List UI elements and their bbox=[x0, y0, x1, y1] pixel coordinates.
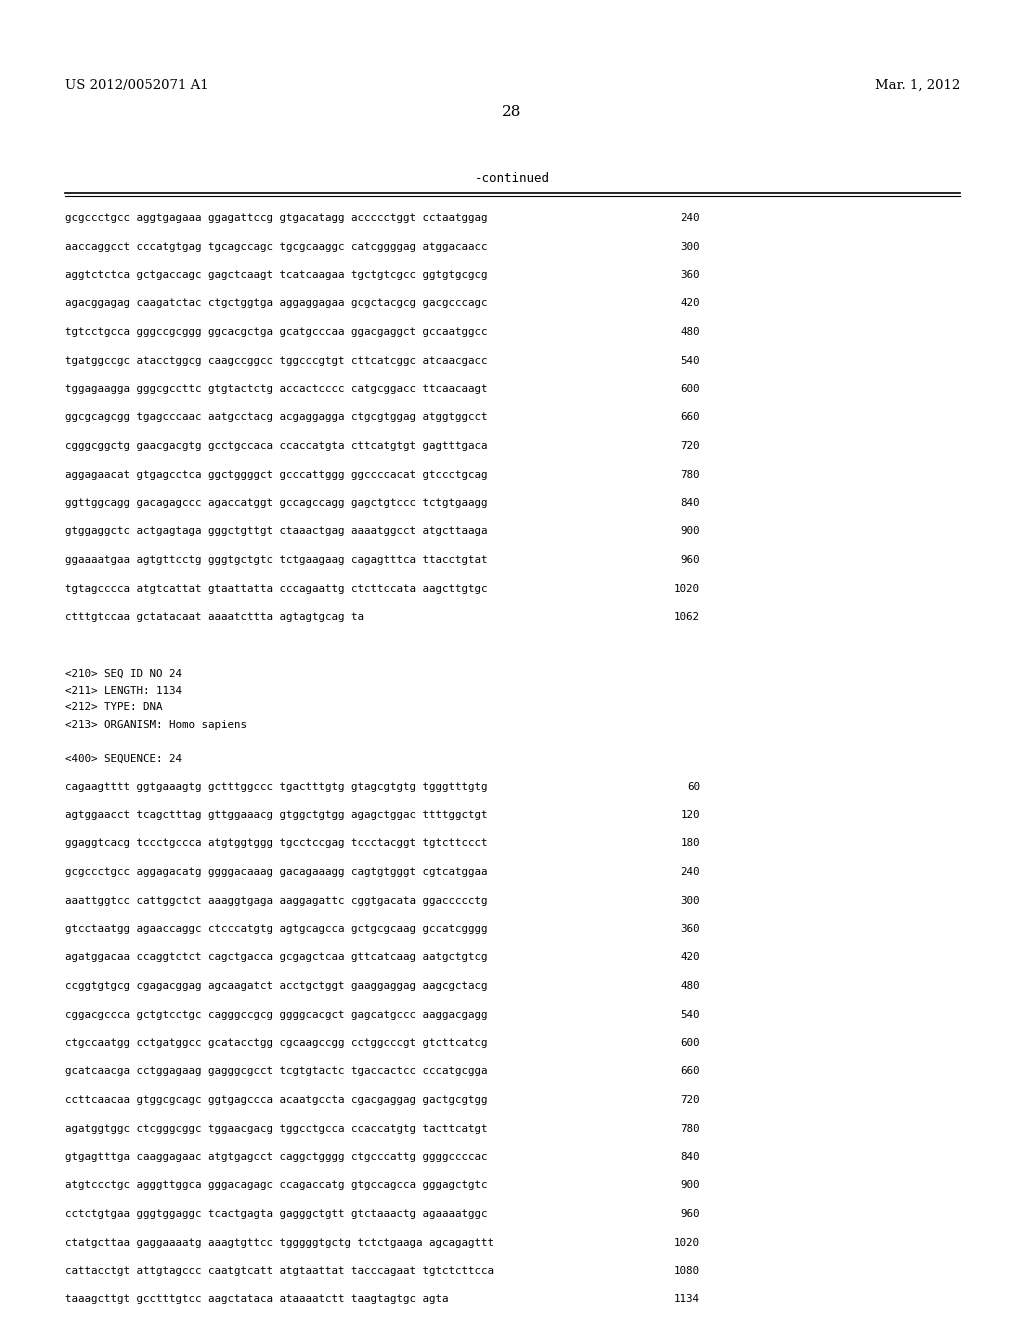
Text: 600: 600 bbox=[681, 384, 700, 393]
Text: agatggtggc ctcgggcggc tggaacgacg tggcctgcca ccaccatgtg tacttcatgt: agatggtggc ctcgggcggc tggaacgacg tggcctg… bbox=[65, 1123, 487, 1134]
Text: ggaaaatgaa agtgttcctg gggtgctgtc tctgaagaag cagagtttca ttacctgtat: ggaaaatgaa agtgttcctg gggtgctgtc tctgaag… bbox=[65, 554, 487, 565]
Text: 660: 660 bbox=[681, 412, 700, 422]
Text: agtggaacct tcagctttag gttggaaacg gtggctgtgg agagctggac ttttggctgt: agtggaacct tcagctttag gttggaaacg gtggctg… bbox=[65, 810, 487, 820]
Text: 1134: 1134 bbox=[674, 1295, 700, 1304]
Text: gcatcaacga cctggagaag gagggcgcct tcgtgtactc tgaccactcc cccatgcgga: gcatcaacga cctggagaag gagggcgcct tcgtgta… bbox=[65, 1067, 487, 1077]
Text: gtcctaatgg agaaccaggc ctcccatgtg agtgcagcca gctgcgcaag gccatcgggg: gtcctaatgg agaaccaggc ctcccatgtg agtgcag… bbox=[65, 924, 487, 935]
Text: ctttgtccaa gctatacaat aaaatcttta agtagtgcag ta: ctttgtccaa gctatacaat aaaatcttta agtagtg… bbox=[65, 612, 364, 622]
Text: 480: 480 bbox=[681, 327, 700, 337]
Text: 360: 360 bbox=[681, 271, 700, 280]
Text: cagaagtttt ggtgaaagtg gctttggccc tgactttgtg gtagcgtgtg tgggtttgtg: cagaagtttt ggtgaaagtg gctttggccc tgacttt… bbox=[65, 781, 487, 792]
Text: ggaggtcacg tccctgccca atgtggtggg tgcctccgag tccctacggt tgtcttccct: ggaggtcacg tccctgccca atgtggtggg tgcctcc… bbox=[65, 838, 487, 849]
Text: 600: 600 bbox=[681, 1038, 700, 1048]
Text: 540: 540 bbox=[681, 1010, 700, 1019]
Text: ctatgcttaa gaggaaaatg aaagtgttcc tgggggtgctg tctctgaaga agcagagttt: ctatgcttaa gaggaaaatg aaagtgttcc tgggggt… bbox=[65, 1238, 494, 1247]
Text: 120: 120 bbox=[681, 810, 700, 820]
Text: aggagaacat gtgagcctca ggctggggct gcccattggg ggccccacat gtccctgcag: aggagaacat gtgagcctca ggctggggct gcccatt… bbox=[65, 470, 487, 479]
Text: <213> ORGANISM: Homo sapiens: <213> ORGANISM: Homo sapiens bbox=[65, 719, 247, 730]
Text: gtggaggctc actgagtaga gggctgttgt ctaaactgag aaaatggcct atgcttaaga: gtggaggctc actgagtaga gggctgttgt ctaaact… bbox=[65, 527, 487, 536]
Text: 480: 480 bbox=[681, 981, 700, 991]
Text: 780: 780 bbox=[681, 1123, 700, 1134]
Text: 720: 720 bbox=[681, 441, 700, 451]
Text: 60: 60 bbox=[687, 781, 700, 792]
Text: 420: 420 bbox=[681, 953, 700, 962]
Text: 300: 300 bbox=[681, 895, 700, 906]
Text: 780: 780 bbox=[681, 470, 700, 479]
Text: gtgagtttga caaggagaac atgtgagcct caggctgggg ctgcccattg ggggccccac: gtgagtttga caaggagaac atgtgagcct caggctg… bbox=[65, 1152, 487, 1162]
Text: 300: 300 bbox=[681, 242, 700, 252]
Text: US 2012/0052071 A1: US 2012/0052071 A1 bbox=[65, 78, 209, 91]
Text: -continued: -continued bbox=[474, 172, 550, 185]
Text: 360: 360 bbox=[681, 924, 700, 935]
Text: <212> TYPE: DNA: <212> TYPE: DNA bbox=[65, 702, 163, 713]
Text: Mar. 1, 2012: Mar. 1, 2012 bbox=[874, 78, 961, 91]
Text: ggttggcagg gacagagccc agaccatggt gccagccagg gagctgtccc tctgtgaagg: ggttggcagg gacagagccc agaccatggt gccagcc… bbox=[65, 498, 487, 508]
Text: 1062: 1062 bbox=[674, 612, 700, 622]
Text: 720: 720 bbox=[681, 1096, 700, 1105]
Text: cggacgccca gctgtcctgc cagggccgcg ggggcacgct gagcatgccc aaggacgagg: cggacgccca gctgtcctgc cagggccgcg ggggcac… bbox=[65, 1010, 487, 1019]
Text: 240: 240 bbox=[681, 213, 700, 223]
Text: 1020: 1020 bbox=[674, 1238, 700, 1247]
Text: tggagaagga gggcgccttc gtgtactctg accactcccc catgcggacc ttcaacaagt: tggagaagga gggcgccttc gtgtactctg accactc… bbox=[65, 384, 487, 393]
Text: 900: 900 bbox=[681, 1180, 700, 1191]
Text: aggtctctca gctgaccagc gagctcaagt tcatcaagaa tgctgtcgcc ggtgtgcgcg: aggtctctca gctgaccagc gagctcaagt tcatcaa… bbox=[65, 271, 487, 280]
Text: ggcgcagcgg tgagcccaac aatgcctacg acgaggagga ctgcgtggag atggtggcct: ggcgcagcgg tgagcccaac aatgcctacg acgagga… bbox=[65, 412, 487, 422]
Text: 180: 180 bbox=[681, 838, 700, 849]
Text: 240: 240 bbox=[681, 867, 700, 876]
Text: gcgccctgcc aggagacatg ggggacaaag gacagaaagg cagtgtgggt cgtcatggaa: gcgccctgcc aggagacatg ggggacaaag gacagaa… bbox=[65, 867, 487, 876]
Text: agatggacaa ccaggtctct cagctgacca gcgagctcaa gttcatcaag aatgctgtcg: agatggacaa ccaggtctct cagctgacca gcgagct… bbox=[65, 953, 487, 962]
Text: cctctgtgaa gggtggaggc tcactgagta gagggctgtt gtctaaactg agaaaatggc: cctctgtgaa gggtggaggc tcactgagta gagggct… bbox=[65, 1209, 487, 1218]
Text: 1020: 1020 bbox=[674, 583, 700, 594]
Text: ctgccaatgg cctgatggcc gcatacctgg cgcaagccgg cctggcccgt gtcttcatcg: ctgccaatgg cctgatggcc gcatacctgg cgcaagc… bbox=[65, 1038, 487, 1048]
Text: 960: 960 bbox=[681, 554, 700, 565]
Text: 540: 540 bbox=[681, 355, 700, 366]
Text: 840: 840 bbox=[681, 1152, 700, 1162]
Text: tgatggccgc atacctggcg caagccggcc tggcccgtgt cttcatcggc atcaacgacc: tgatggccgc atacctggcg caagccggcc tggcccg… bbox=[65, 355, 487, 366]
Text: ccttcaacaa gtggcgcagc ggtgagccca acaatgccta cgacgaggag gactgcgtgg: ccttcaacaa gtggcgcagc ggtgagccca acaatgc… bbox=[65, 1096, 487, 1105]
Text: atgtccctgc agggttggca gggacagagc ccagaccatg gtgccagcca gggagctgtc: atgtccctgc agggttggca gggacagagc ccagacc… bbox=[65, 1180, 487, 1191]
Text: 900: 900 bbox=[681, 527, 700, 536]
Text: 960: 960 bbox=[681, 1209, 700, 1218]
Text: tgtagcccca atgtcattat gtaattatta cccagaattg ctcttccata aagcttgtgc: tgtagcccca atgtcattat gtaattatta cccagaa… bbox=[65, 583, 487, 594]
Text: cgggcggctg gaacgacgtg gcctgccaca ccaccatgta cttcatgtgt gagtttgaca: cgggcggctg gaacgacgtg gcctgccaca ccaccat… bbox=[65, 441, 487, 451]
Text: <400> SEQUENCE: 24: <400> SEQUENCE: 24 bbox=[65, 754, 182, 763]
Text: aaccaggcct cccatgtgag tgcagccagc tgcgcaaggc catcggggag atggacaacc: aaccaggcct cccatgtgag tgcagccagc tgcgcaa… bbox=[65, 242, 487, 252]
Text: gcgccctgcc aggtgagaaa ggagattccg gtgacatagg accccctggt cctaatggag: gcgccctgcc aggtgagaaa ggagattccg gtgacat… bbox=[65, 213, 487, 223]
Text: cattacctgt attgtagccc caatgtcatt atgtaattat tacccagaat tgtctcttcca: cattacctgt attgtagccc caatgtcatt atgtaat… bbox=[65, 1266, 494, 1276]
Text: taaagcttgt gcctttgtcc aagctataca ataaaatctt taagtagtgc agta: taaagcttgt gcctttgtcc aagctataca ataaaat… bbox=[65, 1295, 449, 1304]
Text: agacggagag caagatctac ctgctggtga aggaggagaa gcgctacgcg gacgcccagc: agacggagag caagatctac ctgctggtga aggagga… bbox=[65, 298, 487, 309]
Text: 840: 840 bbox=[681, 498, 700, 508]
Text: aaattggtcc cattggctct aaaggtgaga aaggagattc cggtgacata ggaccccctg: aaattggtcc cattggctct aaaggtgaga aaggaga… bbox=[65, 895, 487, 906]
Text: <210> SEQ ID NO 24: <210> SEQ ID NO 24 bbox=[65, 668, 182, 678]
Text: 420: 420 bbox=[681, 298, 700, 309]
Text: 1080: 1080 bbox=[674, 1266, 700, 1276]
Text: 28: 28 bbox=[503, 106, 521, 119]
Text: <211> LENGTH: 1134: <211> LENGTH: 1134 bbox=[65, 685, 182, 696]
Text: 660: 660 bbox=[681, 1067, 700, 1077]
Text: ccggtgtgcg cgagacggag agcaagatct acctgctggt gaaggaggag aagcgctacg: ccggtgtgcg cgagacggag agcaagatct acctgct… bbox=[65, 981, 487, 991]
Text: tgtcctgcca gggccgcggg ggcacgctga gcatgcccaa ggacgaggct gccaatggcc: tgtcctgcca gggccgcggg ggcacgctga gcatgcc… bbox=[65, 327, 487, 337]
